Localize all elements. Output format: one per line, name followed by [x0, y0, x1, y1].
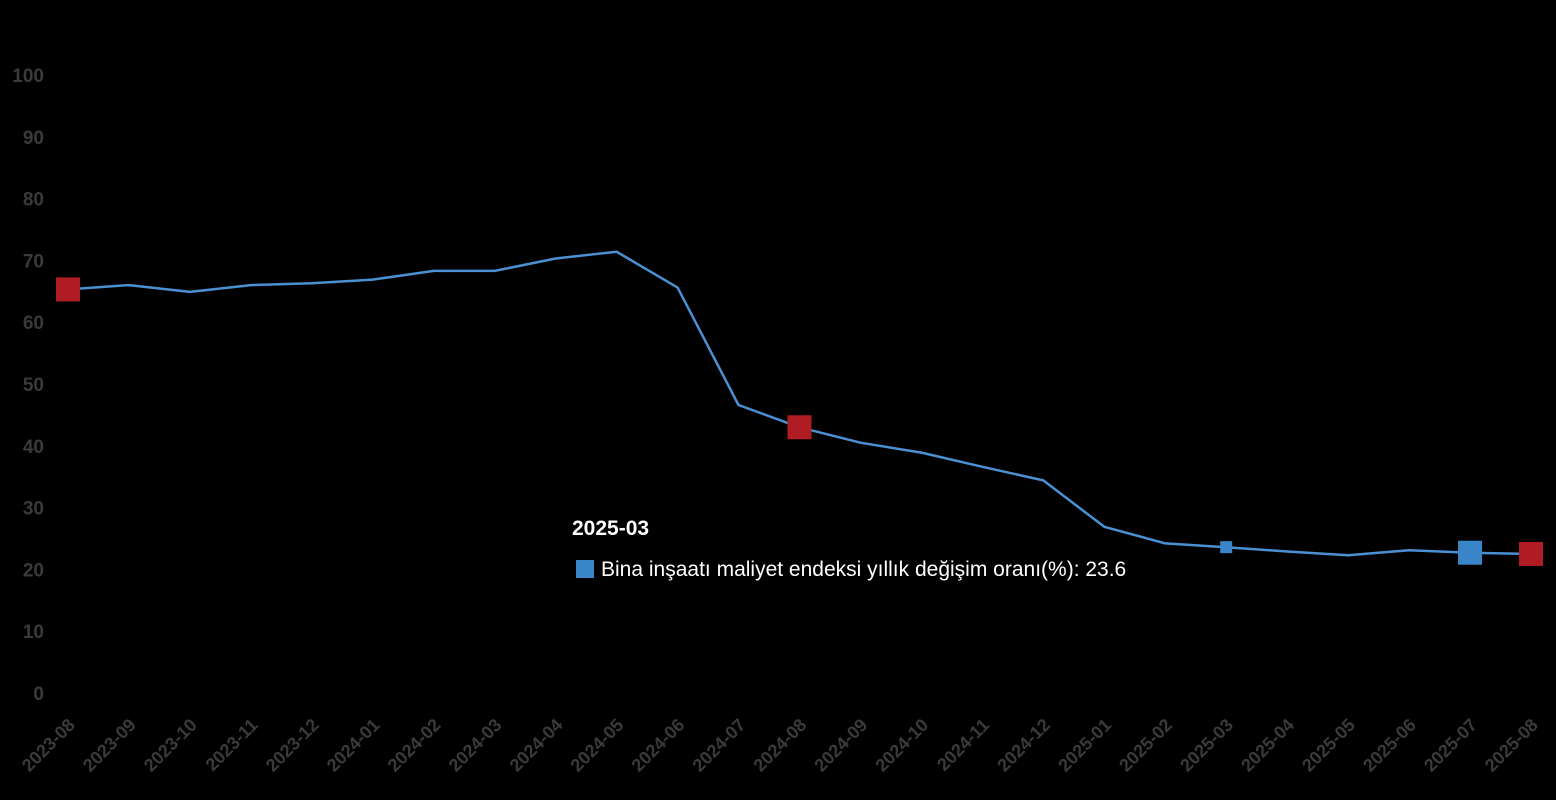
- x-tick-label: 2024-11: [933, 715, 993, 775]
- hovered-point-marker[interactable]: [1220, 541, 1233, 554]
- series-line: [66, 250, 1533, 557]
- x-tick-label: 2024-08: [749, 715, 810, 776]
- highlight-marker[interactable]: [1519, 541, 1543, 566]
- data-point[interactable]: [675, 285, 681, 291]
- x-tick-label: 2025-01: [1054, 715, 1115, 776]
- y-tick-label: 60: [23, 313, 44, 334]
- x-tick-label: 2024-12: [993, 715, 1054, 776]
- tooltip: 2025-03 Bina inşaatı maliyet endeksi yıl…: [572, 517, 1126, 581]
- x-tick-label: 2025-08: [1481, 715, 1542, 776]
- tooltip-title: 2025-03: [572, 517, 649, 540]
- data-point[interactable]: [1040, 477, 1046, 483]
- data-point[interactable]: [553, 256, 559, 262]
- x-tick-label: 2023-08: [18, 715, 79, 776]
- x-tick-label: 2024-10: [871, 715, 932, 776]
- x-tick-label: 2023-10: [140, 715, 201, 776]
- x-tick-label: 2025-07: [1420, 715, 1481, 776]
- data-point[interactable]: [614, 249, 620, 255]
- data-point[interactable]: [309, 280, 315, 286]
- y-tick-label: 10: [23, 622, 44, 643]
- data-point[interactable]: [370, 277, 376, 283]
- data-point[interactable]: [857, 440, 863, 446]
- x-axis: 2023-08 2023-09 2023-10 2023-11 2023-12 2024-…: [18, 715, 1542, 776]
- y-tick-label: 20: [23, 560, 44, 581]
- data-point[interactable]: [1101, 524, 1107, 530]
- y-axis: 0 10 20 30 40 50 60 70 80 90 100: [12, 66, 44, 705]
- x-tick-label: 2025-03: [1176, 715, 1237, 776]
- x-tick-label: 2025-02: [1115, 715, 1176, 776]
- highlight-layer: [56, 277, 1543, 566]
- data-point[interactable]: [979, 464, 985, 470]
- y-tick-label: 90: [23, 128, 44, 149]
- data-point[interactable]: [492, 268, 498, 274]
- data-point[interactable]: [1345, 552, 1351, 558]
- series-layer: [66, 249, 1533, 558]
- x-tick-label: 2024-06: [628, 715, 689, 776]
- x-tick-label: 2024-07: [689, 715, 750, 776]
- highlight-marker[interactable]: [787, 415, 812, 440]
- x-tick-label: 2023-09: [79, 715, 140, 776]
- x-tick-label: 2024-03: [445, 715, 506, 776]
- x-tick-label: 2023-11: [202, 715, 262, 775]
- y-tick-label: 40: [23, 437, 44, 458]
- data-point[interactable]: [126, 282, 132, 288]
- y-tick-label: 30: [23, 499, 44, 520]
- x-tick-label: 2023-12: [262, 715, 323, 776]
- highlight-marker[interactable]: [56, 277, 80, 302]
- data-point[interactable]: [431, 268, 437, 274]
- data-point[interactable]: [1284, 548, 1290, 554]
- x-tick-label: 2025-06: [1359, 715, 1420, 776]
- y-tick-label: 50: [23, 375, 44, 396]
- data-point[interactable]: [1162, 540, 1168, 546]
- x-tick-label: 2025-04: [1237, 715, 1298, 776]
- y-tick-label: 0: [33, 684, 44, 705]
- x-tick-label: 2024-02: [384, 715, 445, 776]
- data-point[interactable]: [1406, 547, 1412, 553]
- tooltip-label: Bina inşaatı maliyet endeksi yıllık deği…: [601, 558, 1126, 581]
- y-tick-label: 100: [12, 66, 44, 87]
- data-point[interactable]: [187, 289, 193, 295]
- data-point[interactable]: [248, 282, 254, 288]
- x-tick-label: 2024-04: [506, 715, 567, 776]
- data-point[interactable]: [918, 450, 924, 456]
- data-point[interactable]: [736, 402, 742, 408]
- y-tick-label: 80: [23, 190, 44, 211]
- x-tick-label: 2024-05: [567, 715, 628, 776]
- x-tick-label: 2024-01: [323, 715, 384, 776]
- y-tick-label: 70: [23, 251, 44, 272]
- x-tick-label: 2024-09: [810, 715, 871, 776]
- tooltip-swatch: [576, 560, 594, 578]
- x-tick-label: 2025-05: [1298, 715, 1359, 776]
- highlight-marker[interactable]: [1458, 540, 1483, 565]
